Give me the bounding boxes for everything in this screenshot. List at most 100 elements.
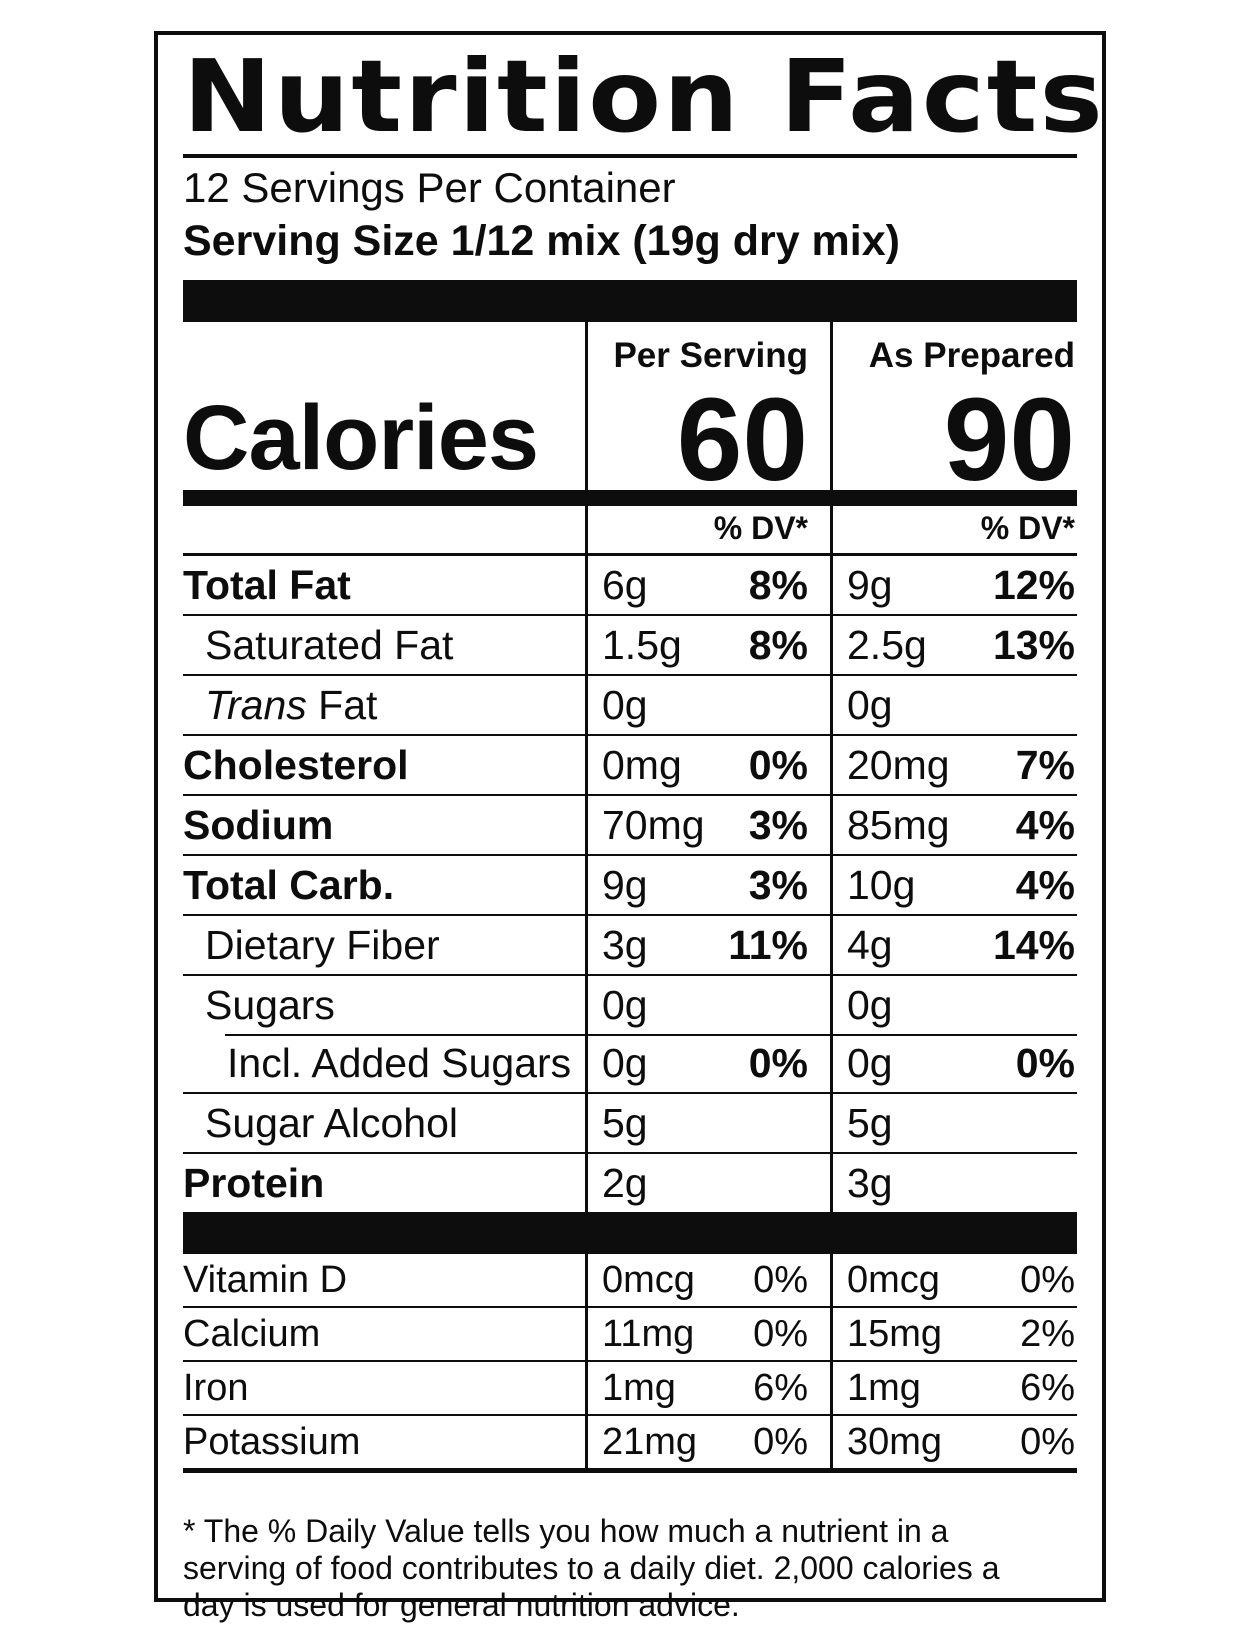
per-serving-value-cell: 9g 3%	[585, 856, 830, 914]
as-prepared-value-cell: 0g 0%	[830, 1034, 1077, 1092]
micronutrient-row: Potassium 21mg 0% 30mg 0%	[183, 1414, 1077, 1468]
nutrient-label: Sodium	[183, 801, 334, 848]
daily-value-percent: 0%	[753, 1258, 808, 1301]
amount: 4g	[847, 921, 893, 968]
servings-per-container: 12 Servings Per Container	[183, 164, 676, 211]
daily-value-percent: 0%	[1020, 1258, 1075, 1301]
amount: 3g	[847, 1159, 893, 1206]
nutrient-label: Protein	[183, 1159, 325, 1206]
nutrient-label: Total Fat	[183, 561, 351, 608]
as-prepared-value-cell: 5g	[830, 1094, 1077, 1152]
separator-bar-calories	[183, 490, 1077, 506]
daily-value-percent: 11%	[728, 921, 808, 968]
amount: 0mg	[602, 741, 682, 788]
per-serving-value-cell: 0mcg 0%	[585, 1254, 830, 1306]
daily-value-percent: 4%	[1015, 801, 1075, 848]
per-serving-value-cell: 1.5g 8%	[585, 616, 830, 674]
as-prepared-value-cell: 0mcg 0%	[830, 1254, 1077, 1306]
per-serving-value-cell: 3g 11%	[585, 916, 830, 974]
amount: 1mg	[847, 1366, 921, 1409]
amount: 0g	[602, 981, 648, 1028]
as-prepared-column: As Prepared 90	[830, 322, 1077, 499]
per-serving-value-cell: 70mg 3%	[585, 796, 830, 854]
dv-header-spacer	[183, 506, 585, 553]
dv-header-per-serving: % DV*	[585, 506, 830, 553]
separator-bar-vitamins	[183, 1212, 1077, 1254]
as-prepared-value-cell: 3g	[830, 1154, 1077, 1212]
daily-value-header-row: % DV* % DV*	[183, 506, 1077, 556]
as-prepared-value-cell: 15mg 2%	[830, 1308, 1077, 1360]
nutrient-row: Cholesterol 0mg 0% 20mg 7%	[183, 734, 1077, 794]
label-title: Nutrition Facts	[183, 38, 1105, 155]
per-serving-value-cell: 5g	[585, 1094, 830, 1152]
calories-label: Calories	[183, 387, 539, 489]
nutrient-label: Dietary Fiber	[205, 921, 440, 968]
as-prepared-value-cell: 20mg 7%	[830, 736, 1077, 794]
amount: 0g	[847, 1039, 893, 1086]
amount: 70mg	[602, 801, 705, 848]
amount: 0g	[847, 981, 893, 1028]
amount: 0mcg	[602, 1258, 695, 1301]
daily-value-percent: 8%	[748, 621, 808, 668]
nutrient-row: Incl. Added Sugars 0g 0% 0g 0%	[183, 1034, 1077, 1092]
micronutrient-row: Vitamin D 0mcg 0% 0mcg 0%	[183, 1254, 1077, 1306]
daily-value-percent: 0%	[748, 741, 808, 788]
daily-value-percent: 0%	[1020, 1420, 1075, 1463]
nutrient-label: Calcium	[183, 1312, 321, 1355]
nutrient-label: Iron	[183, 1366, 249, 1409]
nutrition-facts-label: Nutrition Facts 12 Servings Per Containe…	[154, 31, 1106, 1623]
micronutrient-row: Iron 1mg 6% 1mg 6%	[183, 1360, 1077, 1414]
as-prepared-header: As Prepared	[868, 336, 1075, 375]
amount: 3g	[602, 921, 648, 968]
nutrient-row: Sugars 0g 0g	[183, 974, 1077, 1034]
daily-value-percent: 14%	[992, 921, 1075, 968]
as-prepared-value-cell: 0g	[830, 676, 1077, 734]
nutrient-label: Total Carb.	[183, 861, 395, 908]
daily-value-percent: 3%	[748, 801, 808, 848]
amount: 5g	[847, 1099, 893, 1146]
daily-value-percent: 2%	[1020, 1312, 1075, 1355]
nutrient-row: Trans Fat 0g 0g	[183, 674, 1077, 734]
nutrient-label: Sugar Alcohol	[205, 1099, 459, 1146]
amount: 9g	[602, 861, 648, 908]
nutrient-row: Dietary Fiber 3g 11% 4g 14%	[183, 914, 1077, 974]
per-serving-column: Per Serving 60	[585, 322, 830, 506]
as-prepared-value-cell: 2.5g 13%	[830, 616, 1077, 674]
daily-value-percent: 12%	[992, 561, 1075, 608]
amount: 21mg	[602, 1420, 698, 1463]
separator-bar-top	[183, 280, 1077, 322]
nutrient-label: Sugars	[205, 981, 335, 1028]
micronutrient-row: Calcium 11mg 0% 15mg 2%	[183, 1306, 1077, 1360]
amount: 0g	[602, 1039, 648, 1086]
amount: 9g	[847, 561, 893, 608]
title-rule	[183, 154, 1077, 158]
nutrient-label: Trans Fat	[205, 681, 378, 728]
nutrient-label: Potassium	[183, 1420, 361, 1463]
daily-value-footnote: * The % Daily Value tells you how much a…	[183, 1513, 1000, 1623]
amount: 2g	[602, 1159, 648, 1206]
nutrient-label: Incl. Added Sugars	[227, 1039, 572, 1086]
amount: 6g	[602, 561, 648, 608]
daily-value-percent: 13%	[992, 621, 1075, 668]
amount: 15mg	[847, 1312, 943, 1355]
per-serving-value-cell: 0g 0%	[585, 1034, 830, 1092]
as-prepared-value-cell: 0g	[830, 976, 1077, 1034]
amount: 1.5g	[602, 621, 682, 668]
nutrient-row: Sodium 70mg 3% 85mg 4%	[183, 794, 1077, 854]
daily-value-percent: 0%	[748, 1039, 808, 1086]
amount: 11mg	[602, 1312, 695, 1355]
amount: 5g	[602, 1099, 648, 1146]
as-prepared-value-cell: 85mg 4%	[830, 796, 1077, 854]
daily-value-percent: 0%	[1015, 1039, 1075, 1086]
amount: 10g	[847, 861, 916, 908]
amount: 1mg	[602, 1366, 676, 1409]
as-prepared-value-cell: 1mg 6%	[830, 1362, 1077, 1414]
calories-per-serving-value: 60	[676, 373, 808, 506]
per-serving-value-cell: 11mg 0%	[585, 1308, 830, 1360]
nutrient-label: Saturated Fat	[205, 621, 454, 668]
daily-value-percent: 0%	[753, 1312, 808, 1355]
per-serving-value-cell: 6g 8%	[585, 556, 830, 614]
per-serving-value-cell: 1mg 6%	[585, 1362, 830, 1414]
calories-label-cell: Calories	[183, 322, 585, 490]
